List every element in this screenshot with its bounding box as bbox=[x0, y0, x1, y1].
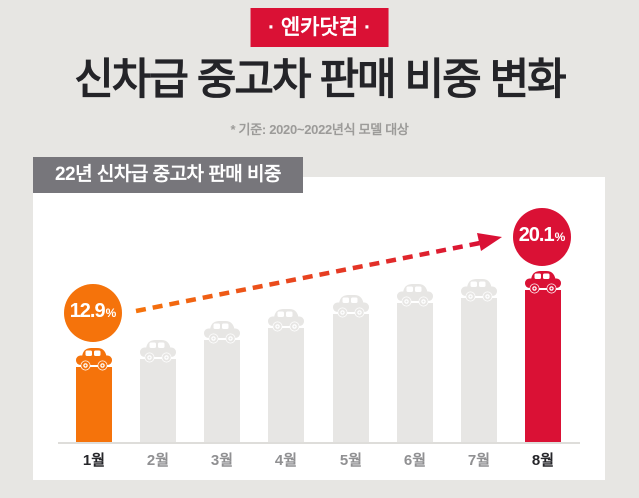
month-label-2: 2월 bbox=[146, 452, 170, 469]
value-bubble-aug-text: 20.1 % bbox=[519, 225, 566, 245]
car-icon bbox=[75, 345, 113, 371]
subtitle-note: * 기준: 2020~2022년식 모델 대상 bbox=[230, 122, 409, 137]
month-label-4: 4월 bbox=[274, 452, 298, 469]
bar-5 bbox=[333, 314, 369, 442]
bar-1 bbox=[76, 367, 112, 442]
month-label-1: 1월 bbox=[82, 452, 106, 469]
bar-2 bbox=[140, 359, 176, 442]
month-label-7: 7월 bbox=[467, 452, 491, 469]
bar-3 bbox=[204, 340, 240, 442]
car-icon bbox=[139, 337, 177, 363]
chart-title: 22년 신차급 중고차 판매 비중 bbox=[33, 157, 303, 193]
chart-panel: 22년 신차급 중고차 판매 비중 1월 2월 3월 4월 5월 6월 7월 8월 12.9 … bbox=[33, 157, 605, 480]
bar-4 bbox=[268, 328, 304, 442]
value-bubble-aug: 20.1 % bbox=[513, 208, 571, 266]
car-icon bbox=[396, 281, 434, 307]
car-icon bbox=[332, 292, 370, 318]
dashed-trend-line bbox=[135, 240, 481, 314]
car-icon bbox=[460, 276, 498, 302]
bar-7 bbox=[461, 298, 497, 442]
month-label-6: 6월 bbox=[403, 452, 427, 469]
page-title: 신차급 중고차 판매 비중 변화 bbox=[74, 56, 567, 104]
arrowhead-icon bbox=[477, 233, 502, 251]
value-jan: 12.9 bbox=[69, 300, 106, 322]
trend-arrow bbox=[135, 233, 502, 314]
bar-6 bbox=[397, 303, 433, 442]
brand-badge: · 엔카닷컴 · bbox=[250, 8, 389, 48]
value-bubble-jan-text: 12.9 % bbox=[70, 301, 117, 321]
value-bubble-jan: 12.9 % bbox=[64, 284, 122, 342]
value-jan-unit: % bbox=[105, 306, 117, 320]
car-icon bbox=[524, 268, 562, 294]
month-label-8: 8월 bbox=[531, 452, 555, 469]
value-aug-unit: % bbox=[554, 230, 566, 244]
car-icon bbox=[267, 306, 305, 332]
car-icon bbox=[203, 318, 241, 344]
bar-chart: 1월 2월 3월 4월 5월 6월 7월 8월 12.9 % 20.1 % bbox=[33, 177, 605, 480]
month-label-5: 5월 bbox=[339, 452, 363, 469]
month-label-3: 3월 bbox=[210, 452, 234, 469]
value-aug: 20.1 bbox=[518, 224, 555, 246]
bar-8 bbox=[525, 290, 561, 442]
axis-baseline bbox=[58, 442, 580, 444]
